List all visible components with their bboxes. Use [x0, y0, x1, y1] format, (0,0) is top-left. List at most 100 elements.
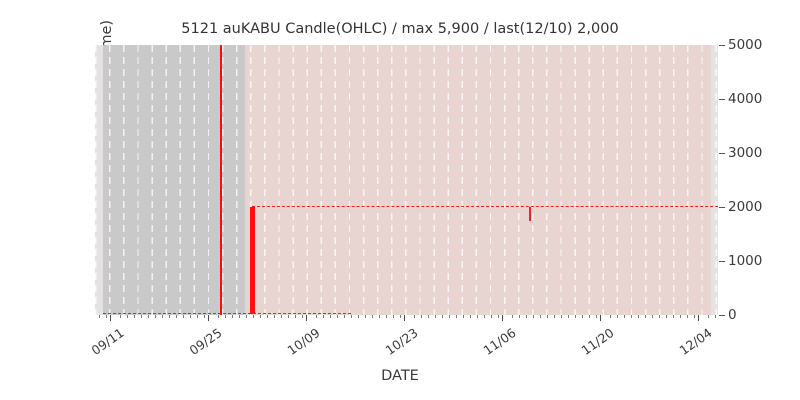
x-tick-minor [162, 315, 163, 319]
x-tick-minor [498, 315, 499, 319]
x-tick-minor [225, 315, 226, 319]
x-tick-minor [582, 315, 583, 319]
y-tick-mark [719, 315, 725, 317]
x-tick-minor [428, 315, 429, 319]
x-tick-mark [110, 315, 112, 321]
y-tick-label-4000: 4000 [728, 91, 763, 107]
x-tick-minor [414, 315, 415, 319]
x-tick-minor [358, 315, 359, 319]
x-tick-minor [568, 315, 569, 319]
last-value-reference-line [252, 206, 718, 207]
y-tick-label-2000: 2000 [728, 199, 763, 215]
x-tick-minor [715, 315, 716, 319]
y-tick-mark [719, 153, 725, 155]
y-tick-label-5000: 5000 [728, 37, 763, 53]
y-tick-mark [719, 99, 725, 101]
x-tick-minor [477, 315, 478, 319]
x-tick-minor [491, 315, 492, 319]
x-tick-minor [323, 315, 324, 319]
x-tick-minor [218, 315, 219, 319]
x-tick-minor [687, 315, 688, 319]
x-tick-mark [600, 315, 602, 321]
x-tick-minor [589, 315, 590, 319]
x-tick-minor [540, 315, 541, 319]
x-tick-minor [533, 315, 534, 319]
x-tick-minor [470, 315, 471, 319]
chart-title: 5121 auKABU Candle(OHLC) / max 5,900 / l… [181, 21, 619, 37]
x-tick-minor [708, 315, 709, 319]
x-tick-minor [274, 315, 275, 319]
x-tick-minor [519, 315, 520, 319]
x-tick-minor [575, 315, 576, 319]
vertical-gridlines [95, 45, 718, 315]
x-tick-minor [680, 315, 681, 319]
x-tick-minor [610, 315, 611, 319]
x-tick-minor [295, 315, 296, 319]
y-tick-label-1000: 1000 [728, 253, 763, 269]
x-tick-minor [253, 315, 254, 319]
x-tick-minor [176, 315, 177, 319]
x-tick-minor [666, 315, 667, 319]
x-tick-minor [302, 315, 303, 319]
y-tick-label-3000: 3000 [728, 145, 763, 161]
x-tick-minor [372, 315, 373, 319]
x-tick-minor [463, 315, 464, 319]
x-tick-minor [400, 315, 401, 319]
x-tick-minor [288, 315, 289, 319]
x-tick-minor [281, 315, 282, 319]
x-tick-minor [267, 315, 268, 319]
x-tick-minor [330, 315, 331, 319]
x-tick-minor [134, 315, 135, 319]
x-tick-minor [239, 315, 240, 319]
baseline-reference-line [103, 313, 351, 314]
x-tick-minor [645, 315, 646, 319]
x-axis-label: DATE [381, 368, 419, 384]
x-tick-minor [596, 315, 597, 319]
x-tick-minor [99, 315, 100, 319]
x-tick-minor [183, 315, 184, 319]
x-tick-minor [456, 315, 457, 319]
x-tick-minor [512, 315, 513, 319]
x-tick-minor [351, 315, 352, 319]
x-tick-minor [316, 315, 317, 319]
x-tick-minor [204, 315, 205, 319]
x-tick-minor [127, 315, 128, 319]
x-tick-minor [120, 315, 121, 319]
x-tick-minor [526, 315, 527, 319]
y-tick-label-0: 0 [728, 307, 737, 323]
x-tick-minor [386, 315, 387, 319]
volume-bar [250, 207, 255, 314]
x-tick-minor [337, 315, 338, 319]
x-tick-minor [106, 315, 107, 319]
x-tick-minor [449, 315, 450, 319]
x-tick-mark [698, 315, 700, 321]
x-tick-mark [404, 315, 406, 321]
x-tick-minor [344, 315, 345, 319]
x-tick-minor [694, 315, 695, 319]
x-tick-minor [484, 315, 485, 319]
x-tick-minor [141, 315, 142, 319]
x-tick-minor [246, 315, 247, 319]
x-tick-minor [197, 315, 198, 319]
x-tick-minor [442, 315, 443, 319]
x-tick-minor [365, 315, 366, 319]
x-tick-minor [421, 315, 422, 319]
x-tick-minor [547, 315, 548, 319]
x-tick-minor [638, 315, 639, 319]
x-tick-mark [208, 315, 210, 321]
x-tick-minor [561, 315, 562, 319]
marker-tick [529, 207, 531, 221]
plot-area [95, 45, 718, 315]
x-tick-minor [169, 315, 170, 319]
x-tick-minor [652, 315, 653, 319]
x-tick-minor [631, 315, 632, 319]
y-tick-mark [719, 261, 725, 263]
x-tick-minor [435, 315, 436, 319]
x-tick-minor [659, 315, 660, 319]
y-tick-mark [719, 207, 725, 209]
x-tick-minor [673, 315, 674, 319]
x-tick-minor [617, 315, 618, 319]
y-tick-mark [719, 45, 725, 47]
event-vline [220, 45, 222, 315]
